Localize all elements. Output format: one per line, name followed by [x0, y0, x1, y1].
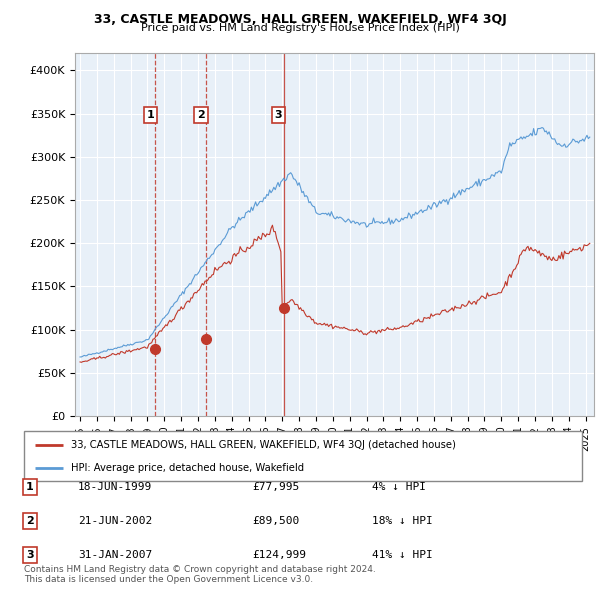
Text: 18% ↓ HPI: 18% ↓ HPI [372, 516, 433, 526]
Text: 3: 3 [26, 550, 34, 560]
Text: £124,999: £124,999 [252, 550, 306, 560]
Text: 41% ↓ HPI: 41% ↓ HPI [372, 550, 433, 560]
Text: 1: 1 [26, 482, 34, 491]
Text: 33, CASTLE MEADOWS, HALL GREEN, WAKEFIELD, WF4 3QJ: 33, CASTLE MEADOWS, HALL GREEN, WAKEFIEL… [94, 13, 506, 26]
Text: 2: 2 [197, 110, 205, 120]
Text: 31-JAN-2007: 31-JAN-2007 [78, 550, 152, 560]
Text: Contains HM Land Registry data © Crown copyright and database right 2024.
This d: Contains HM Land Registry data © Crown c… [24, 565, 376, 584]
Text: Price paid vs. HM Land Registry's House Price Index (HPI): Price paid vs. HM Land Registry's House … [140, 23, 460, 33]
Text: HPI: Average price, detached house, Wakefield: HPI: Average price, detached house, Wake… [71, 463, 305, 473]
Text: 2: 2 [26, 516, 34, 526]
Text: £77,995: £77,995 [252, 482, 299, 491]
Text: 1: 1 [146, 110, 154, 120]
Text: 21-JUN-2002: 21-JUN-2002 [78, 516, 152, 526]
Text: £89,500: £89,500 [252, 516, 299, 526]
FancyBboxPatch shape [24, 431, 582, 481]
Text: 33, CASTLE MEADOWS, HALL GREEN, WAKEFIELD, WF4 3QJ (detached house): 33, CASTLE MEADOWS, HALL GREEN, WAKEFIEL… [71, 440, 457, 450]
Text: 4% ↓ HPI: 4% ↓ HPI [372, 482, 426, 491]
Text: 18-JUN-1999: 18-JUN-1999 [78, 482, 152, 491]
Text: 3: 3 [275, 110, 283, 120]
